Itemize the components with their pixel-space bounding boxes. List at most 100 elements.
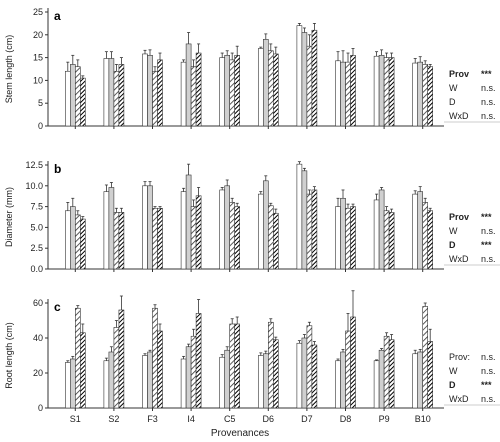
bar (147, 185, 153, 270)
stat-value: n.s. (481, 226, 496, 236)
bar (113, 327, 120, 409)
bar (422, 306, 429, 409)
x-axis-title: Provenances (211, 428, 269, 439)
bar (378, 55, 385, 127)
bar (350, 55, 356, 127)
x-tick-label: D8 (340, 414, 352, 424)
bar (345, 330, 351, 409)
y-axis-title: Diameter (mm) (4, 187, 14, 247)
y-tick-label: 10 (33, 75, 43, 85)
bar (262, 180, 269, 270)
bar (267, 205, 274, 270)
stat-value: *** (481, 212, 492, 222)
bar (229, 59, 235, 127)
bar (417, 351, 424, 409)
bar (267, 50, 274, 127)
bar (306, 45, 313, 127)
bar (306, 325, 313, 409)
bar (340, 197, 346, 270)
bar (340, 351, 346, 409)
x-tick-label: C5 (224, 414, 236, 424)
bar (412, 353, 419, 409)
y-tick-label: 5 (38, 98, 43, 108)
bar (257, 48, 264, 127)
stat-value: *** (481, 69, 492, 79)
bar (257, 355, 264, 409)
y-tick-label: 7.5 (30, 202, 43, 212)
panel-letter: c (54, 300, 61, 314)
bar (108, 351, 115, 409)
bar (388, 339, 395, 409)
bar (427, 341, 434, 409)
stat-value: *** (481, 380, 492, 390)
bar (373, 55, 380, 127)
bar (185, 174, 192, 270)
bar (234, 55, 240, 127)
stat-label: D (449, 240, 456, 250)
x-tick-label: S1 (70, 414, 81, 424)
bar (301, 170, 308, 270)
panel-a: 0 5 10 15 20 25 Stem length (cm) a Prov *** W n.s. D… (4, 7, 500, 131)
bar (75, 307, 81, 409)
stat-label: W (449, 366, 458, 376)
stat-label: W (449, 83, 458, 93)
bar (157, 330, 163, 409)
x-tick-label: B10 (415, 414, 431, 424)
bar (345, 61, 351, 127)
bar (234, 323, 240, 409)
panel-letter: a (54, 9, 61, 23)
stat-value: n.s. (481, 394, 496, 404)
y-tick-label: 5.0 (30, 222, 43, 232)
y-tick-label: 12.5 (25, 160, 43, 170)
stat-label: WxD (449, 254, 469, 264)
bar (388, 212, 395, 270)
x-tick-label: F3 (147, 414, 158, 424)
y-axis-title: Root length (cm) (4, 322, 14, 389)
bar (142, 53, 148, 127)
panel-b: 0.0 2.5 5.0 7.5 10.0 12.5 Diameter (mm) b Prov **… (4, 160, 500, 274)
bar (152, 307, 158, 409)
bar (108, 58, 115, 127)
y-axis-title: Stem length (cm) (4, 35, 14, 104)
bar (185, 346, 192, 409)
bar (427, 210, 434, 270)
bar (219, 57, 225, 127)
stat-label: WxD (449, 394, 469, 404)
panel-c: 0 20 40 60 Root length (cm) c S1 S2 F3 I4 C5 D6 D7 D8… (4, 290, 500, 424)
bar (75, 66, 81, 127)
bar (383, 335, 390, 409)
bar (296, 342, 303, 409)
bar (118, 309, 125, 409)
bar (80, 332, 86, 409)
stat-value: *** (481, 240, 492, 250)
bar (262, 39, 269, 127)
stat-value: n.s. (481, 352, 496, 362)
bar (345, 207, 351, 270)
bar (306, 193, 313, 270)
bar (335, 206, 341, 270)
bar (417, 61, 424, 127)
y-tick-label: 0.0 (30, 264, 43, 274)
stat-label: W (449, 226, 458, 236)
bar (388, 57, 395, 127)
y-tick-label: 20 (33, 368, 43, 378)
stat-label: WxD (449, 111, 469, 121)
bar (383, 57, 390, 127)
bar (80, 218, 86, 270)
stat-value: n.s. (481, 97, 496, 107)
bar (157, 59, 163, 127)
bar (311, 344, 318, 409)
bar (224, 55, 230, 127)
bar (65, 70, 71, 127)
bar (190, 66, 197, 127)
stat-label: D (449, 97, 456, 107)
bar (350, 206, 356, 270)
y-tick-label: 0 (38, 403, 43, 413)
bar (103, 58, 110, 127)
bar (75, 214, 81, 270)
bar (296, 163, 303, 270)
bar (272, 339, 279, 409)
stat-label: D (449, 380, 456, 390)
bar (118, 64, 125, 127)
